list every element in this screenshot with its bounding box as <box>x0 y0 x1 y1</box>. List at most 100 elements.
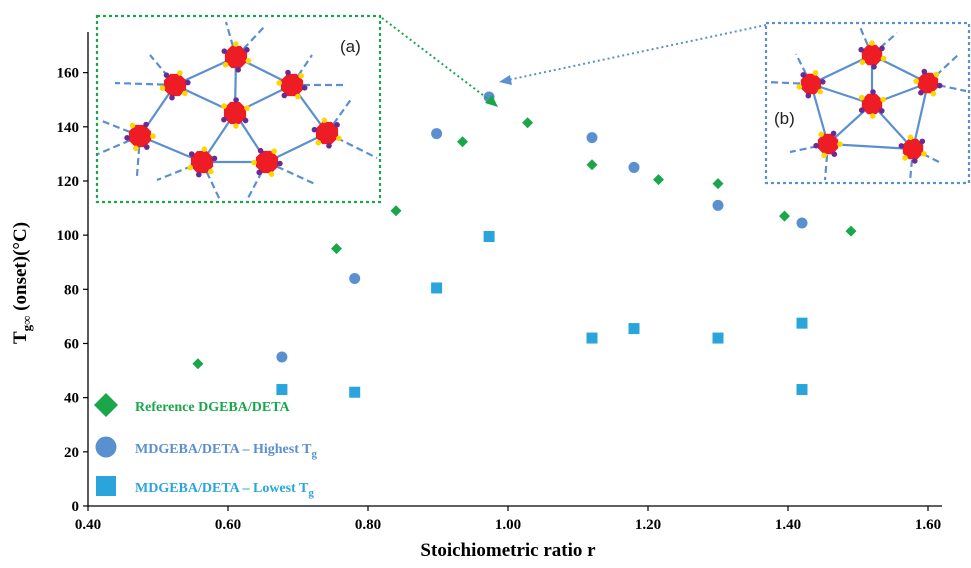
data-point-diamond <box>192 358 204 370</box>
junction-dot <box>880 96 886 103</box>
y-tick-label: 40 <box>64 391 79 407</box>
data-point-square <box>349 386 361 398</box>
junction-dot <box>812 70 819 76</box>
network-stub <box>246 161 268 201</box>
network-stub <box>97 134 141 156</box>
data-point-square <box>483 230 495 242</box>
junction-dot <box>820 79 826 85</box>
y-axis-title: Tg∞ (onset)(°C) <box>10 222 34 344</box>
y-axis-title-sub: g∞ <box>19 316 34 332</box>
junction-dot <box>187 164 193 171</box>
junction-dot <box>221 116 227 123</box>
junction-dot <box>859 94 865 101</box>
junction-dot <box>315 139 322 146</box>
y-tick-label: 120 <box>57 174 80 190</box>
junction-dot <box>800 72 806 78</box>
junction-dot <box>221 103 227 109</box>
junction-dot <box>211 155 218 162</box>
network-stub <box>156 160 203 182</box>
legend-item-highest: MDGEBA/DETA – Highest Tg <box>95 436 317 460</box>
monomer-node <box>817 133 839 155</box>
x-tick-label: 0.40 <box>75 517 101 533</box>
junction-dot <box>858 46 864 53</box>
monomer-node <box>917 72 939 94</box>
junction-dot <box>858 107 865 113</box>
monomer-node <box>255 150 279 174</box>
junction-dot <box>933 71 940 78</box>
junction-dot <box>326 143 332 149</box>
inset-a-pointer-line <box>381 17 493 103</box>
junction-dot <box>334 122 340 128</box>
junction-dot <box>281 92 288 99</box>
monomer-node <box>800 73 822 95</box>
data-point-circle <box>712 199 724 211</box>
y-tick-label: 160 <box>57 66 80 82</box>
junction-dot <box>182 90 188 97</box>
junction-dot <box>221 48 228 54</box>
junction-dot <box>831 151 838 157</box>
legend-label-lowest: MDGEBA/DETA – Lowest Tg <box>135 481 314 499</box>
inset-b-network-diagram: (b) <box>499 21 971 185</box>
legend-diamond-icon <box>94 393 118 417</box>
junction-dot <box>244 105 250 111</box>
junction-dot <box>124 135 130 141</box>
legend-item-reference: Reference DGEBA/DETA <box>94 393 291 417</box>
junction-dot <box>919 138 926 145</box>
junction-dot <box>936 82 943 89</box>
data-point-circle <box>628 161 640 173</box>
y-tick-label: 140 <box>57 120 80 136</box>
y-tick-label: 80 <box>64 282 79 298</box>
junction-dot <box>871 64 877 70</box>
monomer-node <box>280 73 304 97</box>
y-axis-title-main: T <box>10 331 31 344</box>
junction-dot <box>913 78 919 84</box>
junction-dot <box>879 108 885 114</box>
junction-dot <box>879 45 885 52</box>
junction-dot <box>869 40 875 46</box>
junction-dot <box>235 67 241 73</box>
monomer-node <box>861 93 883 115</box>
data-point-circle <box>431 128 443 140</box>
data-point-square <box>628 323 640 335</box>
inset-a-pointer-arrowhead <box>485 95 498 107</box>
junction-dot <box>311 126 318 133</box>
tick-labels: 0 20 40 60 80 100 120 140 160 0.40 0.60 0.80 1.00 1.2… <box>57 66 942 533</box>
network-stub <box>765 80 812 86</box>
data-point-square <box>796 384 808 396</box>
junction-dot <box>268 171 275 177</box>
y-tick-label: 60 <box>64 336 79 352</box>
network-stub <box>266 161 316 185</box>
inset-b-pointer-arrowhead <box>499 75 512 85</box>
junction-dot <box>257 147 264 154</box>
junction-dot <box>870 89 876 95</box>
junction-dot <box>921 151 927 157</box>
junction-dot <box>830 130 837 137</box>
inset-a-network <box>97 21 378 201</box>
x-tick-label: 1.60 <box>915 517 941 533</box>
data-point-square <box>276 384 288 396</box>
junction-dot <box>233 123 239 129</box>
data-point-square <box>431 282 443 294</box>
junction-dot <box>196 171 202 178</box>
data-point-square <box>712 332 724 344</box>
junction-dot <box>177 70 183 76</box>
junction-dot <box>233 41 239 47</box>
junction-dot <box>818 131 824 137</box>
x-tick-label: 0.60 <box>215 517 241 533</box>
junction-dot <box>277 160 283 167</box>
axes <box>83 32 942 511</box>
junction-dot <box>301 85 308 91</box>
junction-dot <box>133 145 139 152</box>
data-point-diamond <box>331 243 342 255</box>
junction-dot <box>256 169 263 176</box>
junction-dot <box>169 94 175 101</box>
data-point-circle <box>349 272 361 284</box>
data-point-diamond <box>845 225 857 237</box>
junction-dot <box>144 144 150 150</box>
junction-dot <box>208 168 214 175</box>
junction-dot <box>285 69 291 76</box>
junction-dot <box>244 47 250 53</box>
monomer-node <box>861 44 883 66</box>
data-point-diamond <box>779 210 790 222</box>
junction-dot <box>245 58 252 64</box>
